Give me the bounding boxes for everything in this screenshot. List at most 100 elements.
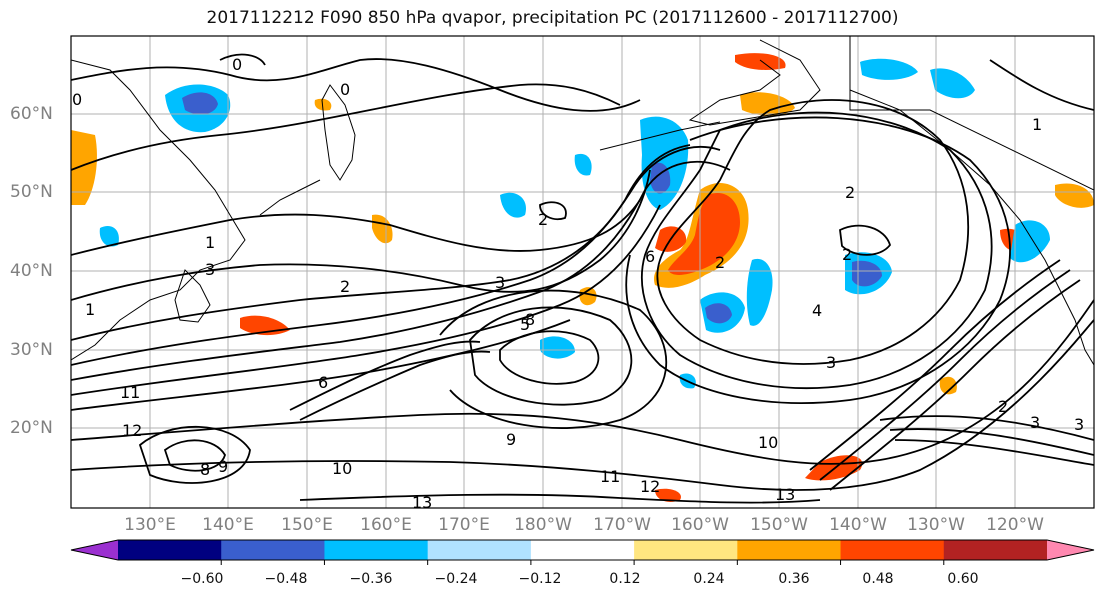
colorbar-swatch [634,540,738,560]
lat-label-60n: 60°N [10,104,53,124]
contour-label: 2 [998,397,1008,416]
contour-line [879,415,1094,441]
contour-line [138,425,251,484]
qvapor-contours [71,53,1094,504]
lat-label-20n: 20°N [10,418,53,438]
map-frame [70,35,1095,509]
lon-label-130e: 130°E [124,515,176,535]
precip-positive-region [579,287,597,306]
contour-label: 3 [205,260,215,279]
colorbar-tick-label: −0.12 [518,571,562,587]
contour-label: 2 [842,245,852,264]
contour-line [894,439,1094,466]
colorbar-tick-label: 0.48 [862,571,894,587]
precip-positive-region [805,455,863,481]
contour-label: 6 [645,247,655,266]
contour-label: 0 [340,80,350,99]
lon-label-170w: 170°W [593,515,651,535]
contour-line [439,289,668,429]
contour-line [71,169,651,301]
colorbar-swatch [118,540,222,560]
contour-label: 9 [218,457,228,476]
precip-negative-region [705,303,732,324]
contour-label: 3 [1030,413,1040,432]
contour-line [71,199,641,256]
contour-line [219,53,266,66]
colorbar-extend-min [71,540,118,560]
colorbar-extend-max [1047,540,1094,560]
precip-positive-region [655,488,681,502]
coastline-japan [174,269,211,323]
lon-label-140w: 140°W [829,515,887,535]
contour-label: 1 [205,233,215,252]
precip-negative-region [852,260,882,287]
contour-label: 0 [232,55,242,74]
lon-label-170e: 170°E [438,515,490,535]
lat-label-30n: 30°N [10,340,53,360]
contour-label: 11 [600,467,620,486]
colorbar-swatch [427,540,532,560]
contour-line [469,306,633,406]
map-title: 2017112212 F090 850 hPa qvapor, precipit… [206,8,899,28]
contour-label: 2 [845,183,855,202]
contour-label: 10 [332,459,352,478]
colorbar-swatch [737,540,842,560]
aleutian-islands [599,121,721,151]
lon-label-150e: 150°E [281,515,333,535]
colorbar-tick-label: −0.24 [434,571,478,587]
contour-line [829,279,1081,491]
contour-label: 0 [72,90,82,109]
contour-line [656,99,970,365]
lon-label-140e: 140°E [202,515,254,535]
contour-line [499,330,600,385]
contour-line [299,493,821,504]
contour-line [819,269,1071,481]
contour-line [71,299,1094,465]
precip-positive-region [1055,183,1094,208]
lon-label-160e: 160°E [360,515,412,535]
contour-label: 3 [495,273,505,292]
colorbar-swatch [840,540,945,560]
colorbar-tick-label: 0.12 [609,571,641,587]
lon-label-120w: 120°W [986,515,1044,535]
contour-label: 2 [340,277,350,296]
colorbar-tick-label: 0.36 [778,571,810,587]
contour-label: 1 [1032,115,1042,134]
precip-positive-region [735,53,786,70]
lat-label-50n: 50°N [10,182,53,202]
precip-negative-region [860,58,918,80]
precip-positive-region [71,130,97,205]
precip-positive-region [740,92,795,116]
precip-negative-region [540,336,575,359]
lat-label-40n: 40°N [10,261,53,281]
contour-label: 13 [412,493,432,512]
contour-label: 3 [1074,415,1084,434]
contour-line [71,204,661,396]
contour-line [71,146,721,366]
contour-line [163,439,226,472]
precip-negative-region [574,153,592,176]
contour-label: 11 [120,383,140,402]
contour-line [71,160,731,381]
precip-positive-region [314,98,332,111]
contour-label: 13 [775,485,795,504]
contour-label: 1 [85,300,95,319]
colorbar-tick-label: −0.48 [264,571,308,587]
coastline-north-america [849,89,1094,366]
lon-label-130w: 130°W [907,515,965,535]
colorbar-tick-label: 0.24 [693,571,725,587]
contour-line [989,59,1094,111]
coastline-asia [71,59,246,361]
contour-label: 12 [640,477,660,496]
contour-label: 8 [525,310,535,329]
contour-label: 10 [758,433,778,452]
colorbar-tick-label: −0.60 [180,571,224,587]
contour-label: 3 [826,353,836,372]
contour-line [71,319,1094,491]
precip-positive-region [668,193,740,275]
contour-label: 9 [506,430,516,449]
lon-label-150w: 150°W [750,515,808,535]
contour-label: 8 [200,460,210,479]
